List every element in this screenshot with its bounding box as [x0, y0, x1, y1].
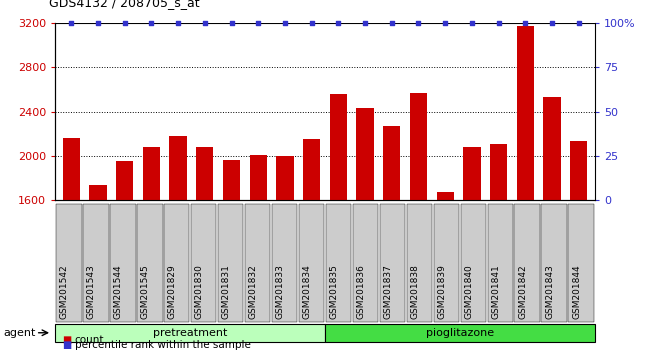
Text: GDS4132 / 208705_s_at: GDS4132 / 208705_s_at	[49, 0, 200, 9]
Text: GSM201839: GSM201839	[437, 264, 447, 319]
Point	[360, 20, 370, 26]
Text: GSM201542: GSM201542	[60, 264, 69, 319]
Bar	[330, 94, 347, 200]
Text: GSM201836: GSM201836	[356, 264, 365, 319]
Text: GSM201831: GSM201831	[222, 264, 231, 319]
Text: GSM201838: GSM201838	[410, 264, 419, 319]
Bar	[383, 126, 400, 200]
Bar	[356, 108, 374, 200]
Text: GSM201833: GSM201833	[276, 264, 285, 319]
Bar	[463, 147, 480, 200]
Point	[66, 20, 77, 26]
Point	[200, 20, 210, 26]
Point	[520, 20, 530, 26]
Text: GSM201840: GSM201840	[464, 264, 473, 319]
Text: ■: ■	[62, 335, 71, 345]
Point	[547, 20, 557, 26]
Text: GSM201543: GSM201543	[86, 264, 96, 319]
Bar	[490, 144, 507, 200]
Bar	[517, 26, 534, 200]
Point	[493, 20, 504, 26]
Text: GSM201832: GSM201832	[248, 264, 257, 319]
Bar	[276, 156, 294, 200]
Text: ■: ■	[62, 341, 71, 350]
Point	[146, 20, 157, 26]
Text: GSM201829: GSM201829	[168, 264, 177, 319]
Text: GSM201844: GSM201844	[572, 264, 581, 319]
Point	[226, 20, 237, 26]
Point	[440, 20, 450, 26]
Text: GSM201841: GSM201841	[491, 264, 500, 319]
Bar	[89, 184, 107, 200]
Text: pioglitazone: pioglitazone	[426, 328, 494, 338]
Bar	[116, 161, 133, 200]
Bar	[196, 147, 213, 200]
Point	[467, 20, 477, 26]
Text: GSM201835: GSM201835	[330, 264, 339, 319]
Bar	[250, 155, 267, 200]
Text: GSM201843: GSM201843	[545, 264, 554, 319]
Point	[333, 20, 344, 26]
Text: agent: agent	[3, 328, 36, 338]
Point	[413, 20, 424, 26]
Bar	[143, 147, 160, 200]
Text: GSM201842: GSM201842	[518, 264, 527, 319]
Point	[93, 20, 103, 26]
Text: GSM201834: GSM201834	[302, 264, 311, 319]
Text: GSM201544: GSM201544	[114, 264, 123, 319]
Point	[280, 20, 290, 26]
Text: GSM201837: GSM201837	[384, 264, 393, 319]
Point	[120, 20, 130, 26]
Point	[253, 20, 263, 26]
Text: count: count	[75, 335, 104, 345]
Text: pretreatment: pretreatment	[153, 328, 228, 338]
Text: percentile rank within the sample: percentile rank within the sample	[75, 341, 251, 350]
Bar	[410, 93, 427, 200]
Bar	[543, 97, 561, 200]
Point	[387, 20, 397, 26]
Point	[306, 20, 317, 26]
Bar	[62, 138, 80, 200]
Text: GSM201830: GSM201830	[194, 264, 203, 319]
Point	[573, 20, 584, 26]
Bar	[437, 192, 454, 200]
Bar	[170, 136, 187, 200]
Bar	[223, 160, 240, 200]
Point	[173, 20, 183, 26]
Bar	[303, 139, 320, 200]
Bar	[570, 141, 588, 200]
Text: GSM201545: GSM201545	[140, 264, 150, 319]
